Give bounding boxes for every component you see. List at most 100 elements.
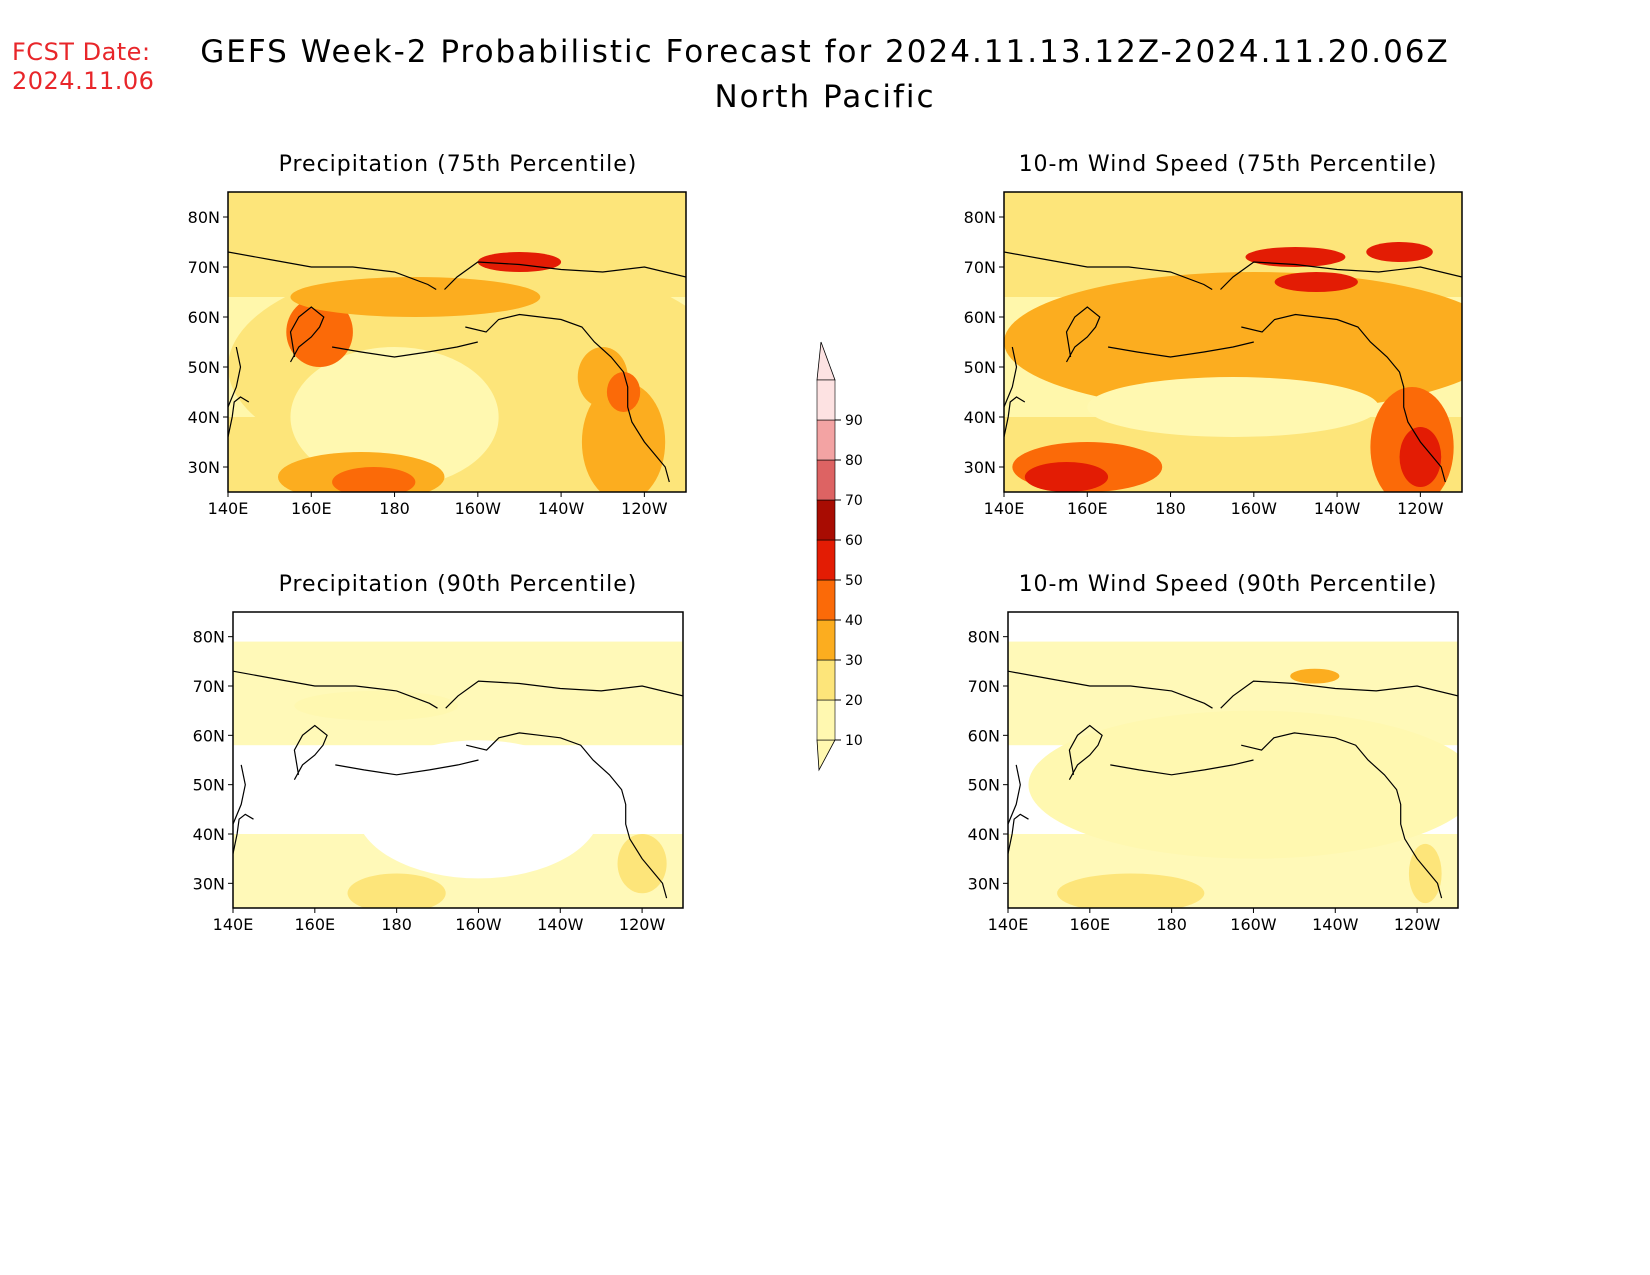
fcst-label-text: FCST Date:: [12, 38, 151, 66]
map-panel-wind75: 140E 160E 180 160W 140W 120W 80N 70N 60N 50N 40N 30…: [964, 191, 1463, 518]
lat-tick-label: 60N: [193, 726, 225, 745]
lon-tick-label: 140E: [988, 915, 1029, 934]
contour-region: [1245, 247, 1346, 267]
lon-tick-label: 180: [1155, 499, 1186, 518]
colorbar-segment: [816, 539, 836, 581]
contour-region: [1004, 272, 1462, 412]
map-frame: [227, 191, 687, 493]
lon-tick-label: 140W: [1314, 499, 1361, 518]
map-frame: [1003, 191, 1463, 493]
lat-tick-label: 40N: [188, 408, 220, 427]
lon-tick-label: 160W: [455, 915, 502, 934]
panel-title-precip75: Precipitation (75th Percentile): [278, 152, 638, 177]
contour-region: [347, 873, 446, 908]
lat-tick-label: 80N: [968, 628, 1000, 647]
coastline: [1008, 813, 1029, 854]
lon-tick-label: 160W: [1231, 499, 1278, 518]
lon-tick-label: 160E: [1067, 499, 1108, 518]
panel-title-wind75: 10-m Wind Speed (75th Percentile): [1018, 152, 1438, 177]
contour-region: [1028, 710, 1458, 859]
contour-region: [1274, 272, 1358, 292]
coastline: [1241, 732, 1443, 899]
coastline: [293, 724, 328, 780]
lon-tick-label: 160W: [455, 499, 502, 518]
panel-title-wind90: 10-m Wind Speed (90th Percentile): [1018, 572, 1438, 597]
lon-tick-label: 140W: [1312, 915, 1359, 934]
lon-tick-label: 120W: [621, 499, 668, 518]
colorbar-label: 70: [845, 493, 863, 509]
lat-tick-label: 50N: [968, 776, 1000, 795]
lat-tick-label: 60N: [188, 308, 220, 327]
contour-region: [286, 297, 353, 367]
contour-region: [355, 740, 602, 879]
colorbar: 10 20 30 40 50 60 70 80 90: [816, 341, 863, 772]
lat-tick-label: 30N: [193, 874, 225, 893]
coastline: [228, 251, 437, 291]
coastline: [444, 261, 686, 290]
contour-region: [1366, 242, 1433, 262]
lon-tick-label: 140E: [984, 499, 1025, 518]
colorbar-segment: [816, 699, 836, 741]
colorbar-segment: [816, 659, 836, 701]
colorbar-label: 10: [845, 733, 863, 749]
lat-tick-label: 80N: [193, 628, 225, 647]
figure-title: GEFS Week-2 Probabilistic Forecast for 2…: [200, 34, 1450, 70]
contour-region: [332, 467, 416, 492]
coastline: [445, 680, 683, 709]
lon-tick-label: 160E: [291, 499, 332, 518]
lat-tick-label: 70N: [968, 677, 1000, 696]
coastline: [1110, 759, 1254, 776]
coastline: [466, 732, 668, 899]
coastline: [233, 764, 246, 825]
colorbar-label: 50: [845, 573, 863, 589]
lat-tick-label: 30N: [188, 458, 220, 477]
fcst-date-value: 2024.11.06: [12, 67, 155, 95]
coastline: [335, 759, 479, 776]
lon-tick-label: 180: [379, 499, 410, 518]
map-panel-wind90: 140E 160E 180 160W 140W 120W 80N 70N 60N 50N 40N 30…: [968, 611, 1459, 934]
contour-region: [617, 834, 667, 894]
lat-tick-label: 40N: [968, 825, 1000, 844]
lon-tick-label: 120W: [1394, 915, 1441, 934]
colorbar-segment: [816, 499, 836, 541]
map-panel-precip75: 140E 160E 180 160W 140W 120W 80N 70N 60N 50N 40N 30…: [188, 191, 687, 518]
forecast-date-label: FCST Date: 2024.11.06: [12, 38, 154, 96]
lat-tick-label: 30N: [964, 458, 996, 477]
lat-tick-label: 70N: [964, 258, 996, 277]
map-frame: [1007, 611, 1459, 909]
coastline: [233, 670, 438, 709]
colorbar-segment: [816, 579, 836, 621]
contour-region: [606, 372, 641, 412]
panel-title-precip90: Precipitation (90th Percentile): [278, 572, 638, 597]
coastline: [1008, 764, 1021, 825]
lat-tick-label: 80N: [964, 208, 996, 227]
lat-tick-label: 50N: [193, 776, 225, 795]
lon-tick-label: 140W: [537, 915, 584, 934]
coastline: [1004, 251, 1213, 291]
colorbar-segment: [816, 419, 836, 461]
coastline: [1241, 313, 1446, 483]
coastline: [1008, 670, 1213, 709]
map-frame: [232, 611, 684, 909]
lat-tick-label: 60N: [968, 726, 1000, 745]
coastline: [1107, 341, 1254, 358]
contour-region: [581, 382, 666, 492]
lat-tick-label: 40N: [193, 825, 225, 844]
lon-tick-label: 160E: [294, 915, 335, 934]
lon-tick-label: 180: [1156, 915, 1187, 934]
coastline: [228, 396, 250, 438]
contour-region: [290, 347, 499, 487]
contour-region: [477, 252, 562, 272]
lat-tick-label: 60N: [964, 308, 996, 327]
lon-tick-label: 140E: [208, 499, 249, 518]
contour-region: [1399, 427, 1442, 487]
lon-tick-label: 140W: [538, 499, 585, 518]
contour-region: [290, 277, 541, 317]
coastline: [233, 813, 254, 854]
colorbar-label: 60: [845, 533, 863, 549]
coastline: [465, 313, 670, 483]
colorbar-label: 90: [845, 413, 863, 429]
colorbar-segment: [816, 379, 836, 421]
lat-tick-label: 70N: [188, 258, 220, 277]
